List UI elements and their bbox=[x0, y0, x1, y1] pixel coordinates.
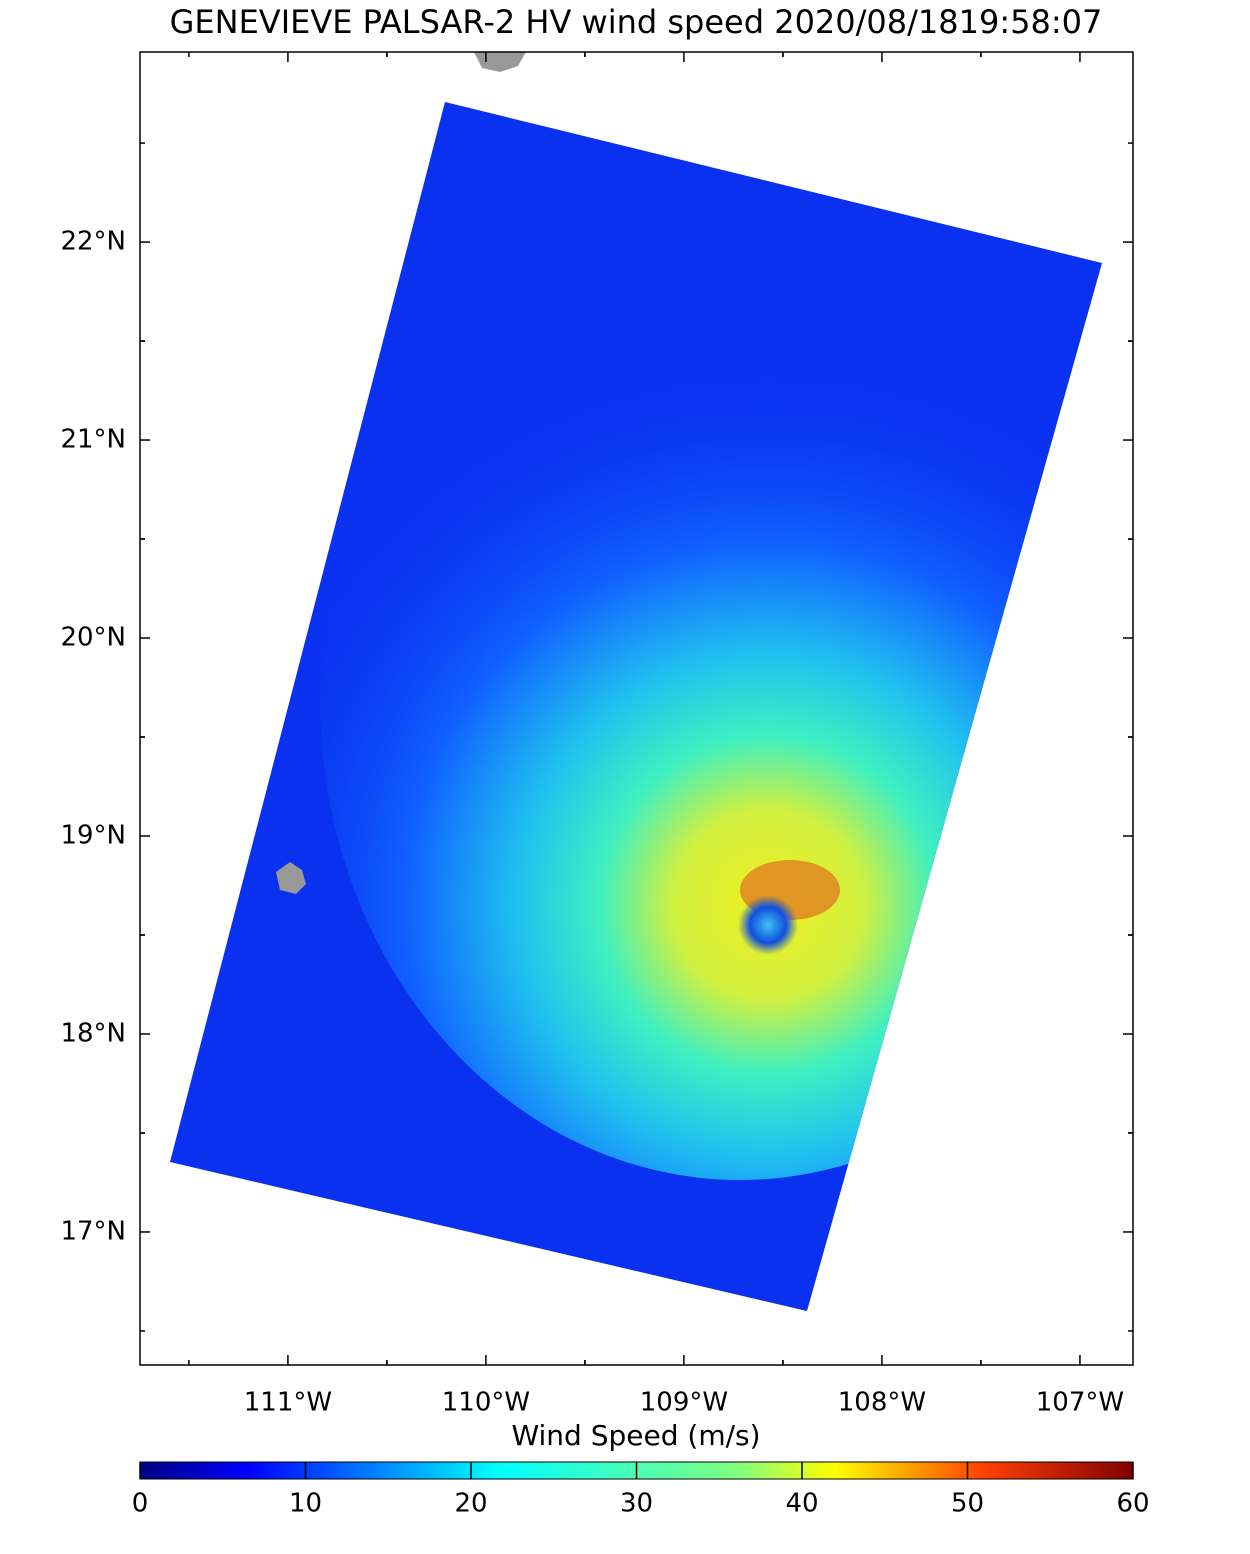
colorbar-tick-label: 20 bbox=[454, 1489, 487, 1519]
colorbar-label: Wind Speed (m/s) bbox=[511, 1419, 760, 1452]
map-frame bbox=[139, 51, 1134, 1366]
colorbar-tick-label: 50 bbox=[951, 1489, 984, 1519]
colorbar-tick-label: 10 bbox=[289, 1489, 322, 1519]
colorbar-tick-label: 30 bbox=[620, 1489, 653, 1519]
y-tick-label: 22°N bbox=[60, 227, 126, 257]
y-tick-label: 19°N bbox=[60, 820, 126, 850]
land bbox=[474, 52, 526, 72]
y-tick-label: 20°N bbox=[60, 623, 126, 653]
colorbar-tick-label: 40 bbox=[785, 1489, 818, 1519]
colorbar-tick-label: 60 bbox=[1116, 1489, 1149, 1519]
x-tick-label: 108°W bbox=[838, 1388, 926, 1418]
title: GENEVIEVE PALSAR-2 HV wind speed 2020/08… bbox=[170, 3, 1103, 41]
island bbox=[276, 862, 306, 894]
y-tick-label: 21°N bbox=[60, 425, 126, 455]
x-tick-label: 109°W bbox=[640, 1388, 728, 1418]
x-tick-label: 110°W bbox=[442, 1388, 530, 1418]
swath-image bbox=[170, 102, 1102, 1311]
colorbar-tick-label: 0 bbox=[132, 1489, 149, 1519]
x-tick-label: 111°W bbox=[244, 1388, 332, 1418]
x-tick-label: 107°W bbox=[1036, 1388, 1124, 1418]
y-tick-label: 18°N bbox=[60, 1018, 126, 1048]
y-tick-label: 17°N bbox=[60, 1216, 126, 1246]
